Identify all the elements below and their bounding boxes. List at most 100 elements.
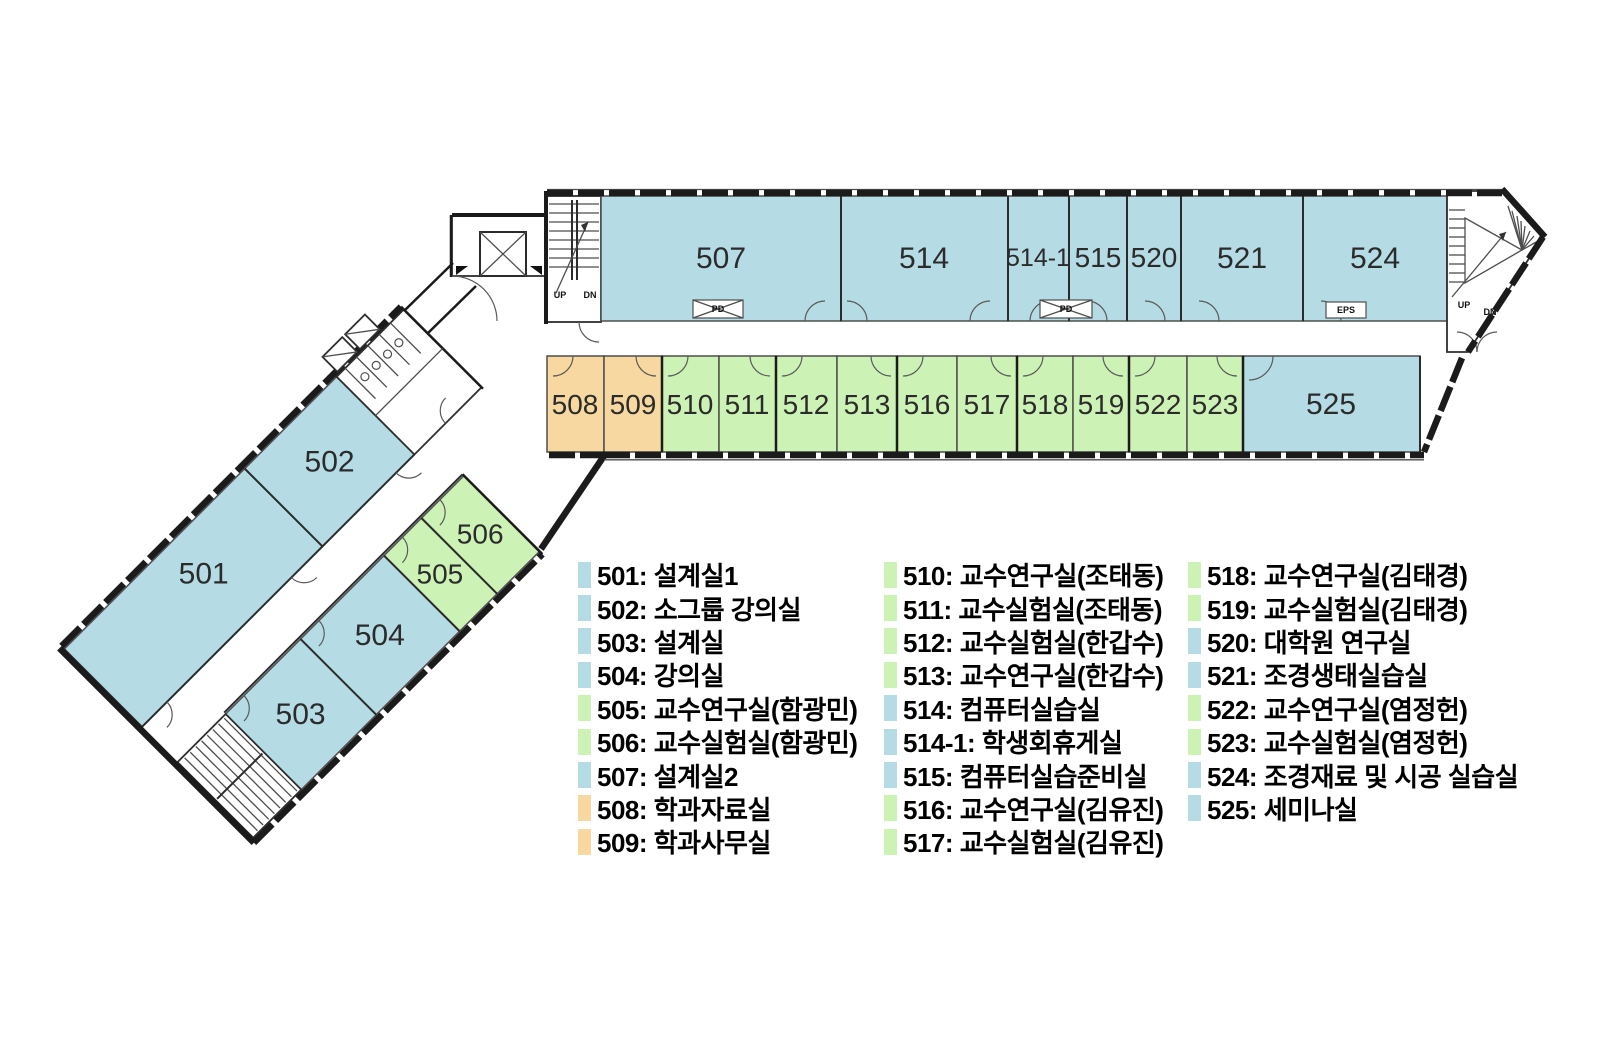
left-wing-walls [57,304,545,845]
room-524 [1302,195,1448,322]
legend-item-label: 512: 교수실험실(한갑수) [903,627,1164,658]
room-521 [1180,195,1304,322]
legend-item-510: 510: 교수연구실(조태동) [884,558,1164,592]
color-swatch-icon [578,561,591,588]
color-swatch-icon [884,628,897,655]
eps-label: EPS [1337,305,1355,315]
legend-column-1: 501: 설계실1 502: 소그룹 강의실 503: 설계실 504: 강의실… [578,558,858,859]
pd-label: PD [1060,304,1073,314]
main-wing-bottom-band: 508 509 510 511 512 513 516 517 518 519 … [546,355,1421,453]
legend-item-511: 511: 교수실험실(조태동) [884,591,1163,625]
room-520-label: 520 [1131,242,1178,273]
stairwell-right: UP DN [1446,190,1545,353]
room-510-label: 510 [667,389,714,420]
legend-item-label: 522: 교수연구실(염정헌) [1207,694,1468,725]
room-502-label: 502 [305,446,355,479]
room-524-label: 524 [1350,242,1400,275]
room-519-label: 519 [1078,389,1125,420]
room-511 [718,355,777,453]
stairwell-left [546,195,602,323]
stair-arrow [581,222,588,232]
legend-item-512: 512: 교수실험실(한갑수) [884,625,1164,658]
legend-item-label: 514-1: 학생회휴게실 [903,728,1123,759]
legend-item-label: 513: 교수연구실(한갑수) [903,661,1164,692]
room-519 [1072,355,1130,453]
color-swatch-icon [578,695,591,722]
right-stair-treads [1449,205,1539,283]
color-swatch-icon [1188,595,1201,622]
pd-label: PD [712,304,725,314]
elevator [479,231,527,277]
room-512-label: 512 [783,389,830,420]
color-swatch-icon [1188,695,1201,722]
legend-item-label: 520: 대학원 연구실 [1207,627,1412,658]
legend-item-label: 506: 교수실험실(함광민) [597,728,858,759]
color-swatch-icon [884,661,897,688]
wing-stair-treads [184,717,298,832]
room-513 [836,355,898,453]
legend-item-label: 504: 강의실 [597,661,725,692]
room-503-label: 503 [276,698,326,731]
legend-item-label: 525: 세미나실 [1207,794,1358,825]
legend-item-label: 523: 교수실험실(염정헌) [1207,728,1468,759]
room-504-label: 504 [355,619,405,652]
room-510 [661,355,720,453]
color-swatch-icon [578,795,591,822]
junction-diagonal-wall [538,451,609,551]
bottom-band-partitions [660,356,1421,452]
legend-item-508: 508: 학과자료실 [578,792,857,825]
room-511-label: 511 [725,389,770,420]
color-swatch-icon [578,828,591,855]
legend-item-519: 519: 교수실험실(김태경) [1188,591,1518,625]
legend-item-label: 524: 조경재료 및 시공 실습실 [1207,761,1519,792]
room-516 [896,355,958,453]
legend-item-515: 515: 컴퓨터실습준비실 [884,758,1163,792]
legend-item-523: 523: 교수실험실(염정헌) [1188,725,1518,758]
main-wing-top-band: 507 514 514-1 515 520 521 524 [546,195,1448,323]
color-swatch-icon [884,728,897,755]
connector-wall-b [426,285,477,335]
legend-column-3: 518: 교수연구실(김태경) 519: 교수실험실(김태경) 520: 대학원… [1188,558,1519,825]
room-513-label: 513 [844,389,891,420]
room-507-label: 507 [696,242,746,275]
door-arcs [552,300,1342,381]
room-516-label: 516 [904,389,951,420]
legend-item-label: 516: 교수연구실(김유진) [903,794,1164,825]
room-522-label: 522 [1135,389,1182,420]
legend-item-503: 503: 설계실 [578,625,857,658]
stair-arrow [1499,232,1506,241]
color-swatch-icon [578,661,591,688]
legend-item-label: 508: 학과자료실 [597,794,771,825]
color-swatch-icon [884,762,897,789]
color-swatch-icon [884,595,897,622]
room-521-label: 521 [1217,242,1267,275]
legend-item-label: 507: 설계실2 [597,761,738,792]
legend-item-520: 520: 대학원 연구실 [1188,625,1518,658]
room-523-label: 523 [1192,389,1239,420]
legend-item-502: 502: 소그룹 강의실 [578,591,857,625]
legend-item-label: 510: 교수연구실(조태동) [903,561,1164,592]
room-522 [1128,355,1188,453]
room-512 [775,355,838,453]
legend-item-509: 509: 학과사무실 [578,825,857,858]
legend-item-504: 504: 강의실 [578,658,857,691]
color-swatch-icon [884,828,897,855]
stairwell-left-detail: UP DN [549,200,600,343]
color-swatch-icon [578,762,591,789]
room-520 [1126,195,1182,322]
room-505-label: 505 [417,559,464,590]
legend-item-label: 518: 교수연구실(김태경) [1207,561,1468,592]
legend-item-513: 513: 교수연구실(한갑수) [884,658,1164,692]
room-514-1-label: 514-1 [1006,244,1070,272]
color-swatch-icon [1188,728,1201,755]
room-514-label: 514 [899,242,949,275]
color-swatch-icon [578,728,591,755]
color-swatch-icon [1188,628,1201,655]
legend-item-label: 503: 설계실 [597,627,725,658]
stair-up-label: UP [1458,300,1471,310]
stair-up-label: UP [554,290,567,300]
legend-item-501: 501: 설계실1 [578,558,857,591]
legend-column-2: 510: 교수연구실(조태동) 511: 교수실험실(조태동) 512: 교수실… [884,558,1164,859]
legend-item-507: 507: 설계실2 [578,758,857,792]
